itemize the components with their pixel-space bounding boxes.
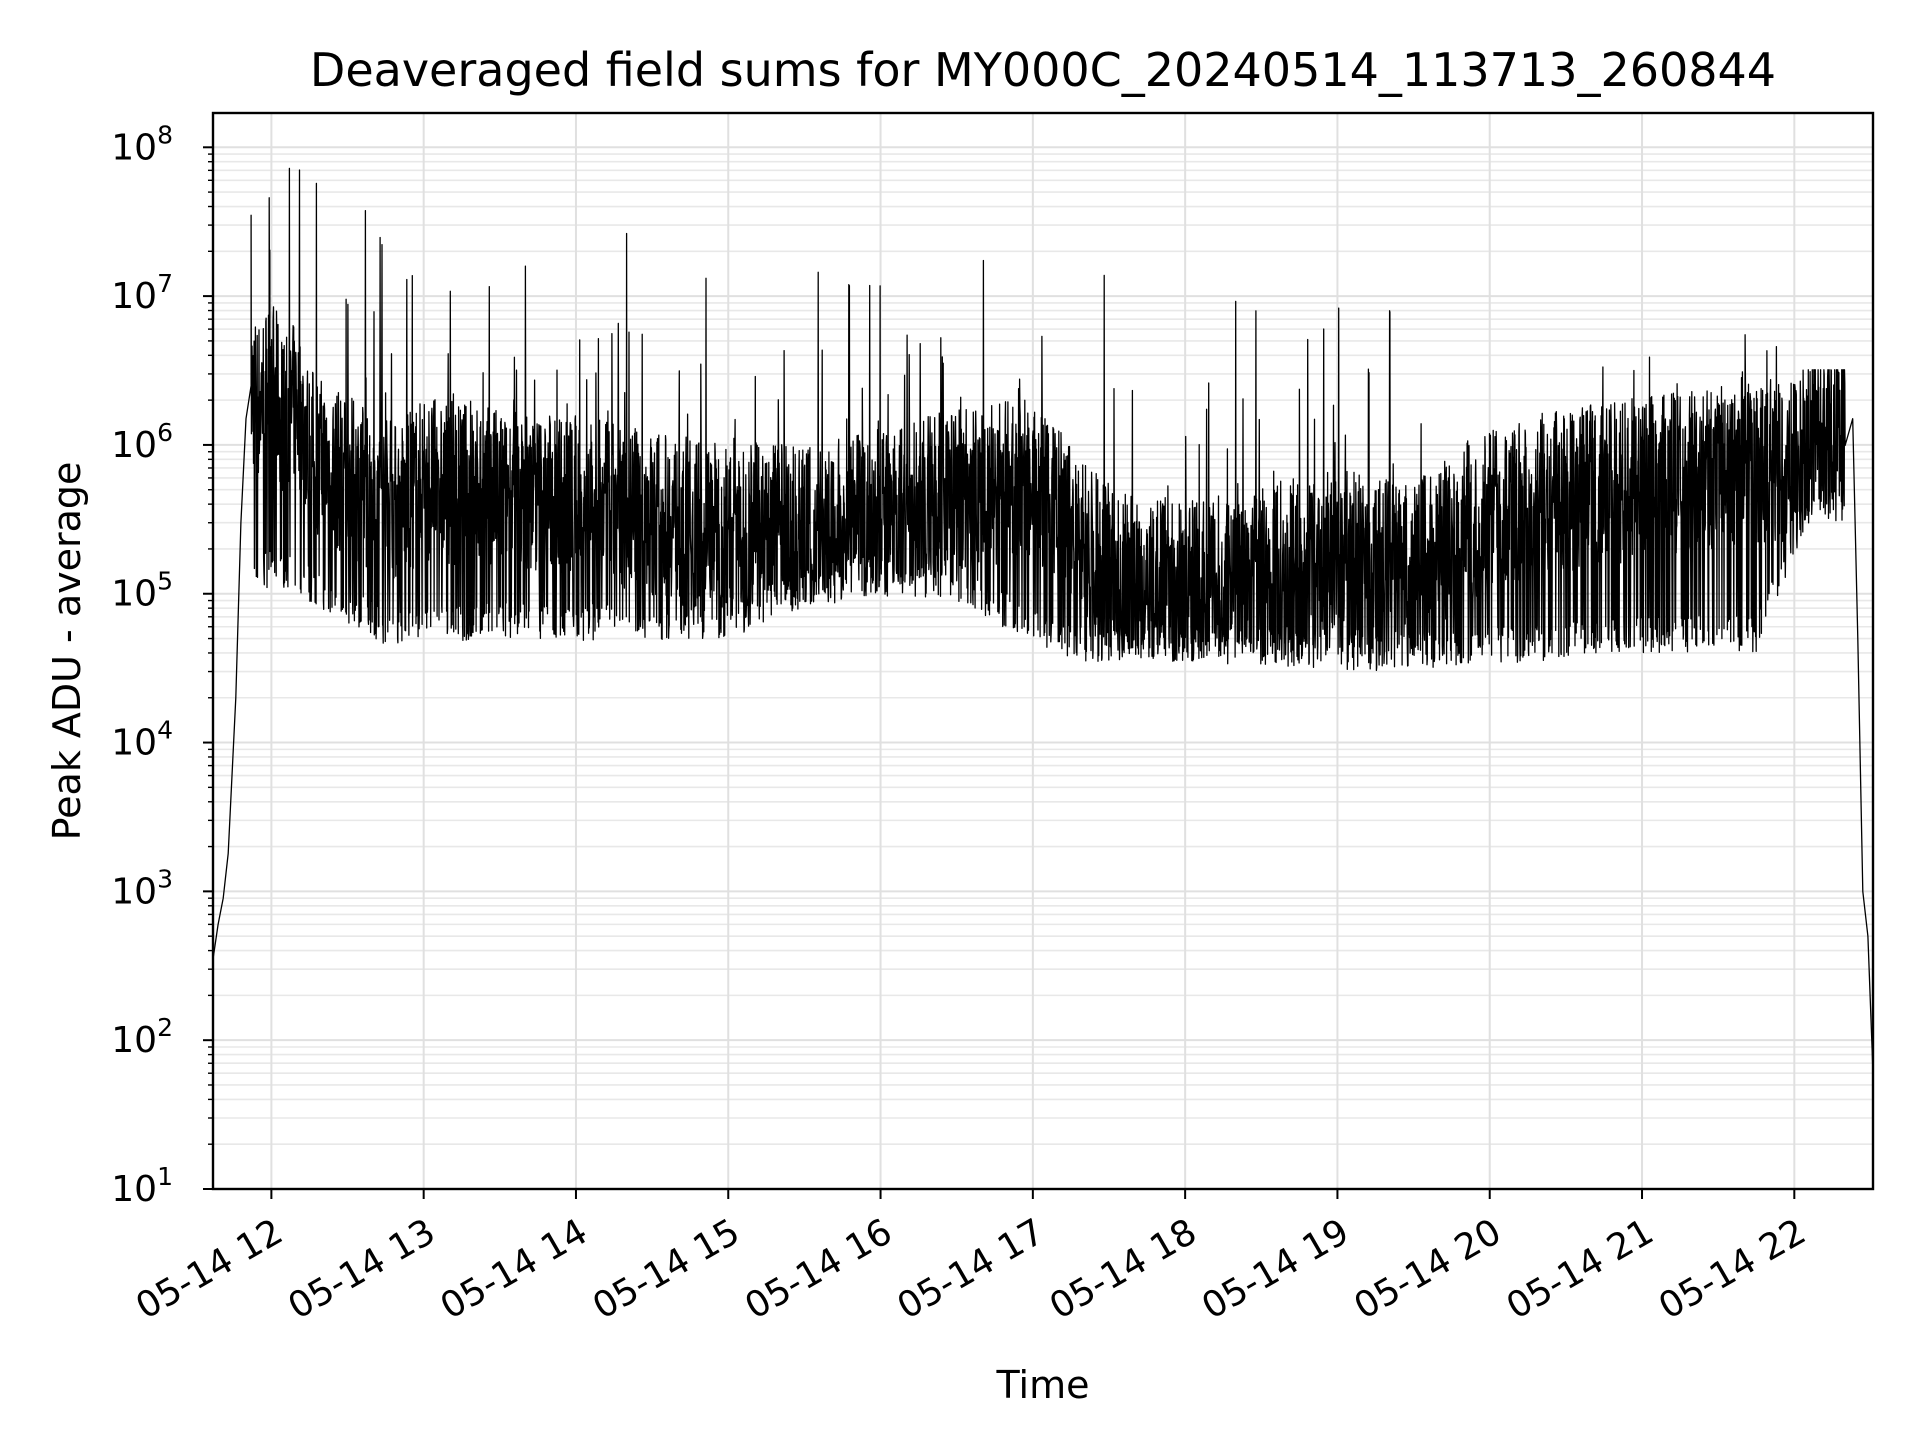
- y-tick-label: 101: [111, 1162, 173, 1210]
- x-tick-label: 05-14 16: [738, 1211, 899, 1327]
- x-tick-label: 05-14 13: [281, 1211, 442, 1327]
- x-tick-label: 05-14 19: [1195, 1211, 1356, 1327]
- y-tick-label: 108: [111, 120, 173, 168]
- x-axis-label: Time: [996, 1363, 1090, 1407]
- y-tick-label: 105: [111, 567, 173, 615]
- y-tick-label: 103: [111, 864, 173, 912]
- x-tick-label: 05-14 15: [586, 1211, 747, 1327]
- plot-frame: [211, 111, 1875, 1191]
- x-tick-label: 05-14 18: [1043, 1211, 1204, 1327]
- x-tick-label: 05-14 20: [1348, 1211, 1509, 1327]
- y-tick-label: 106: [111, 418, 173, 466]
- y-tick-label: 102: [111, 1013, 173, 1061]
- x-tick-label: 05-14 14: [434, 1211, 595, 1327]
- x-tick-label: 05-14 22: [1652, 1211, 1813, 1327]
- plot-area: [213, 167, 1873, 1074]
- x-tick-label: 05-14 21: [1500, 1211, 1661, 1327]
- y-tick-label: 104: [111, 716, 173, 764]
- y-tick-label: 107: [111, 269, 173, 317]
- grid-layer: [213, 113, 1873, 1190]
- chart-title: Deaveraged field sums for MY000C_2024051…: [310, 43, 1776, 97]
- x-tick-label: 05-14 17: [891, 1211, 1052, 1327]
- x-tick-label: 05-14 12: [129, 1211, 290, 1327]
- series-line: [213, 167, 1873, 1074]
- y-axis-label: Peak ADU - average: [45, 462, 89, 841]
